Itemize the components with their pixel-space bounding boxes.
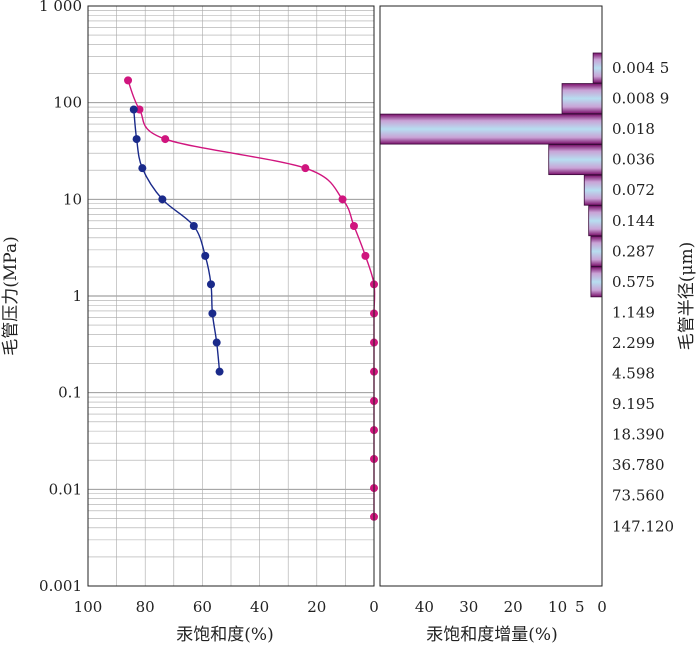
- y-tick-label: 0.1: [58, 384, 82, 402]
- histogram-bar: [583, 174, 603, 206]
- y-tick-label: 1 000: [39, 0, 82, 15]
- series-2-point: [215, 367, 224, 376]
- right-bars: [379, 52, 603, 298]
- radius-tick-label: 0.144: [612, 212, 655, 230]
- x-tick-label: 40: [250, 598, 269, 616]
- series-1-point: [301, 164, 310, 173]
- radius-tick-label: 2.299: [612, 334, 655, 352]
- y-tick-label: 100: [53, 94, 82, 112]
- radius-tick-label: 73.560: [612, 487, 665, 505]
- series-2-point: [201, 251, 210, 260]
- series-2-point: [212, 338, 221, 347]
- x-tick-label: 10: [548, 598, 567, 616]
- x-tick-label: 20: [504, 598, 523, 616]
- series-1-point: [361, 251, 370, 260]
- right-panel: 0.004 5 0.008 9 0.018 0.036 0.072 0.144 0.287 0…: [379, 5, 697, 645]
- series-2-point: [129, 105, 138, 114]
- radius-tick-label: 18.390: [612, 426, 665, 444]
- radius-tick-label: 9.195: [612, 395, 655, 413]
- x-tick-label: 80: [136, 598, 155, 616]
- radius-tick-label: 0.008 9: [612, 90, 669, 108]
- y-tick-label: 0.01: [49, 480, 82, 498]
- radius-tick-label: 1.149: [612, 303, 655, 321]
- radius-tick-label: 147.120: [612, 517, 674, 535]
- series-2-point: [138, 164, 147, 173]
- series-2-point: [208, 309, 217, 318]
- left-y-axis-label: 毛管压力(MPa): [1, 236, 21, 355]
- histogram-bar: [592, 52, 603, 84]
- series-1-point: [161, 135, 170, 144]
- radius-tick-label: 0.287: [612, 242, 655, 260]
- x-tick-label: 60: [193, 598, 212, 616]
- y-tick-label: 1: [72, 287, 82, 305]
- radius-tick-label: 4.598: [612, 365, 655, 383]
- x-tick-label: 5: [575, 598, 585, 616]
- x-tick-label: 100: [74, 598, 103, 616]
- series-1-point: [338, 195, 347, 204]
- series-1-point: [349, 221, 358, 230]
- series-2-point: [189, 221, 198, 230]
- y-tick-label: 10: [63, 190, 82, 208]
- right-x-axis-label: 汞饱和度增量(%): [426, 625, 557, 645]
- series-2-point: [206, 280, 215, 289]
- right-x-tick-labels: 40 30 20 10 5 0: [415, 598, 607, 616]
- left-plot-border: [87, 5, 375, 587]
- left-panel: 0.001 0.01 0.1 1 10 100 1 000 100 80 60 40 20 0 汞饱和…: [1, 0, 379, 645]
- histogram-bar: [561, 83, 603, 114]
- left-x-tick-labels: 100 80 60 40 20 0: [74, 598, 379, 616]
- x-tick-label: 0: [369, 598, 379, 616]
- histogram-bar: [590, 266, 603, 298]
- series-2-point: [158, 195, 167, 204]
- radius-tick-label: 0.072: [612, 181, 655, 199]
- radius-tick-label: 36.780: [612, 456, 665, 474]
- x-tick-label: 0: [597, 598, 607, 616]
- left-grid: [88, 6, 374, 587]
- histogram-bar: [379, 113, 603, 145]
- radius-tick-label: 0.004 5: [612, 59, 669, 77]
- x-tick-label: 40: [415, 598, 434, 616]
- right-y-tick-labels: 0.004 5 0.008 9 0.018 0.036 0.072 0.144 0.287 0…: [612, 59, 674, 535]
- series-line-2: [133, 109, 221, 372]
- x-tick-label: 30: [459, 598, 478, 616]
- right-plot-border: [379, 5, 603, 587]
- right-y-axis-label: 毛管半径(μm): [677, 242, 697, 350]
- histogram-bar: [590, 235, 603, 267]
- histogram-bar: [588, 205, 603, 237]
- x-tick-label: 20: [307, 598, 326, 616]
- series-1-point: [124, 76, 133, 85]
- radius-tick-label: 0.036: [612, 151, 655, 169]
- y-tick-label: 0.001: [39, 577, 82, 595]
- radius-tick-label: 0.018: [612, 120, 655, 138]
- left-x-axis-label: 汞饱和度(%): [176, 625, 273, 645]
- series-2-point: [132, 135, 141, 144]
- left-y-tick-labels: 0.001 0.01 0.1 1 10 100 1 000: [39, 0, 82, 595]
- histogram-bar: [548, 144, 603, 176]
- radius-tick-label: 0.575: [612, 273, 655, 291]
- series-1-point: [135, 105, 144, 114]
